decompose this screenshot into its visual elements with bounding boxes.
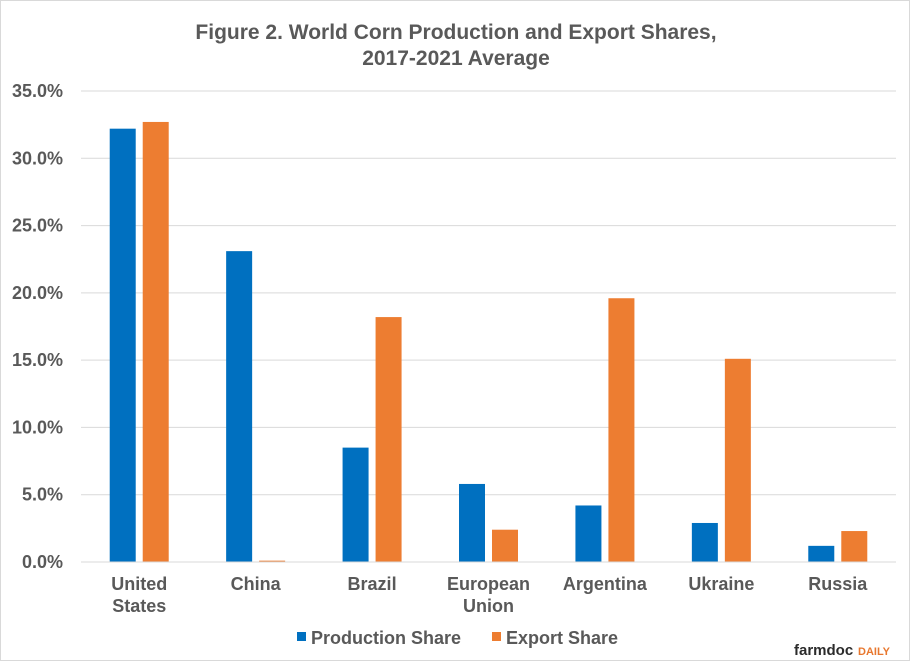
logo-accent-text: DAILY — [858, 646, 891, 658]
bar-production-share — [575, 505, 602, 562]
gridlines — [81, 90, 896, 496]
y-tick-label: 15.0% — [12, 350, 63, 370]
x-tick-label: Union — [463, 596, 514, 616]
y-tick-label: 30.0% — [12, 148, 63, 168]
farmdoc-daily-logo: farmdoc DAILY — [794, 642, 891, 659]
y-axis-ticks: 0.0% 5.0% 10.0% 15.0% 20.0% 25.0% 30.0% 35.0% — [12, 81, 63, 572]
chart-title-line-2: 2017-2021 Average — [362, 47, 550, 70]
x-tick-label: Ukraine — [688, 574, 754, 594]
bar-production-share — [342, 447, 369, 562]
y-tick-label: 5.0% — [22, 485, 63, 505]
x-tick-label: Argentina — [563, 574, 648, 594]
bar-production-share — [459, 483, 485, 562]
y-tick-label: 10.0% — [12, 417, 63, 437]
y-tick-label: 35.0% — [12, 81, 63, 101]
legend-label: Export Share — [506, 628, 618, 648]
legend-label: Production Share — [311, 628, 461, 648]
bar-export-share — [841, 531, 868, 562]
bar-production-share — [808, 545, 835, 562]
y-tick-label: 0.0% — [22, 552, 63, 572]
bars — [109, 121, 868, 563]
legend-swatch — [297, 632, 306, 641]
chart-title-line-1: Figure 2. World Corn Production and Expo… — [195, 21, 716, 44]
bar-export-share — [375, 317, 402, 562]
legend: Production Share Export Share — [297, 628, 618, 648]
bar-export-share — [142, 121, 169, 563]
y-tick-label: 20.0% — [12, 283, 63, 303]
bar-export-share — [492, 529, 518, 562]
bar-production-share — [109, 128, 136, 562]
x-tick-label: Brazil — [348, 574, 397, 594]
logo-main-text: farmdoc — [794, 642, 853, 659]
x-tick-label: China — [231, 574, 282, 594]
x-tick-label: Russia — [808, 574, 868, 594]
bar-export-share — [608, 298, 635, 562]
x-tick-label: European — [447, 574, 530, 594]
x-tick-label: United — [111, 574, 167, 594]
legend-swatch — [492, 632, 501, 641]
bar-export-share — [724, 358, 751, 562]
y-tick-label: 25.0% — [12, 216, 63, 236]
bar-production-share — [691, 522, 718, 562]
bar-production-share — [226, 251, 253, 562]
x-tick-label: States — [112, 596, 166, 616]
bar-export-share — [259, 560, 286, 562]
